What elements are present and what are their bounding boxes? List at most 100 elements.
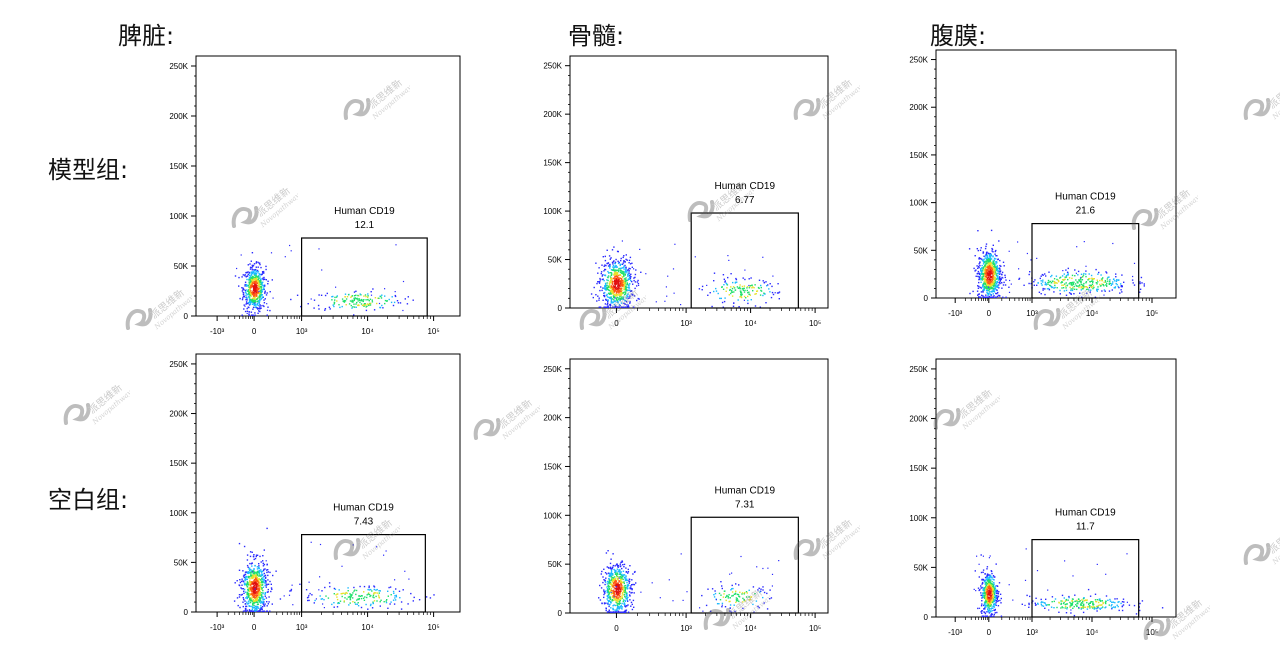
event-dot	[994, 270, 995, 271]
event-dot	[618, 291, 619, 292]
event-dot	[243, 606, 244, 607]
event-dot	[1049, 289, 1050, 290]
event-dot	[610, 584, 611, 585]
event-dot	[395, 244, 396, 245]
event-dot	[240, 582, 241, 583]
event-dot	[266, 572, 267, 573]
event-dot	[264, 594, 265, 595]
event-dot	[992, 255, 993, 256]
event-dot	[1074, 289, 1075, 290]
event-dot	[983, 611, 984, 612]
event-dot	[622, 606, 623, 607]
event-dot	[251, 570, 252, 571]
event-dot	[377, 592, 378, 593]
event-dot	[611, 612, 612, 613]
event-dot	[1073, 293, 1074, 294]
event-dot	[256, 267, 257, 268]
event-dot	[260, 611, 261, 612]
event-dot	[262, 285, 263, 286]
event-dot	[250, 268, 251, 269]
event-dot	[620, 562, 621, 563]
event-dot	[251, 285, 252, 286]
event-dot	[998, 259, 999, 260]
event-dot	[771, 286, 772, 287]
x-tick-label: 10³	[1026, 628, 1038, 637]
event-dot	[242, 289, 243, 290]
event-dot	[349, 593, 350, 594]
event-dot	[615, 262, 616, 263]
event-dot	[749, 278, 750, 279]
event-dot	[346, 298, 347, 299]
event-dot	[1132, 276, 1133, 277]
event-dot	[250, 572, 251, 573]
event-dot	[987, 285, 988, 286]
event-dot	[1042, 274, 1043, 275]
event-dot	[989, 291, 990, 292]
event-dot	[621, 268, 622, 269]
event-dot	[350, 297, 351, 298]
event-dot	[245, 576, 246, 577]
event-dot	[735, 278, 736, 279]
event-dot	[1044, 273, 1045, 274]
event-dot	[744, 300, 745, 301]
event-dot	[413, 600, 414, 601]
event-dot	[256, 261, 257, 262]
event-dot	[660, 597, 661, 598]
event-dot	[756, 291, 757, 292]
event-dot	[607, 550, 608, 551]
event-dot	[1042, 281, 1043, 282]
event-dot	[624, 594, 625, 595]
x-tick-label: 10⁵	[809, 319, 821, 328]
event-dot	[1009, 280, 1010, 281]
event-dot	[614, 585, 615, 586]
event-dot	[608, 568, 609, 569]
event-dot	[269, 611, 270, 612]
event-dot	[622, 592, 623, 593]
event-dot	[976, 265, 977, 266]
event-dot	[610, 568, 611, 569]
event-dot	[989, 289, 990, 290]
event-dot	[607, 603, 608, 604]
event-dot	[245, 609, 246, 610]
event-dot	[250, 588, 251, 589]
event-dot	[772, 574, 773, 575]
event-dot	[256, 262, 257, 263]
event-dot	[260, 292, 261, 293]
event-dot	[253, 585, 254, 586]
event-dot	[629, 272, 630, 273]
event-dot	[614, 595, 615, 596]
event-dot	[602, 274, 603, 275]
event-dot	[609, 600, 610, 601]
event-dot	[744, 296, 745, 297]
event-dot	[243, 599, 244, 600]
event-dot	[991, 230, 992, 231]
event-dot	[268, 596, 269, 597]
event-dot	[249, 578, 250, 579]
event-dot	[253, 556, 254, 557]
event-dot	[617, 266, 618, 267]
event-dot	[711, 306, 712, 307]
event-dot	[255, 558, 256, 559]
event-dot	[243, 591, 244, 592]
event-dot	[259, 572, 260, 573]
event-dot	[1056, 276, 1057, 277]
event-dot	[253, 304, 254, 305]
event-dot	[260, 579, 261, 580]
event-dot	[1107, 281, 1108, 282]
event-dot	[628, 279, 629, 280]
event-dot	[396, 595, 397, 596]
event-dot	[263, 599, 264, 600]
event-dot	[257, 290, 258, 291]
event-dot	[314, 300, 315, 301]
event-dot	[616, 605, 617, 606]
event-dot	[254, 565, 255, 566]
event-dot	[611, 585, 612, 586]
event-dot	[1066, 295, 1067, 296]
event-dot	[990, 254, 991, 255]
event-dot	[604, 269, 605, 270]
event-dot	[1009, 251, 1010, 252]
event-dot	[264, 603, 265, 604]
event-dot	[610, 272, 611, 273]
